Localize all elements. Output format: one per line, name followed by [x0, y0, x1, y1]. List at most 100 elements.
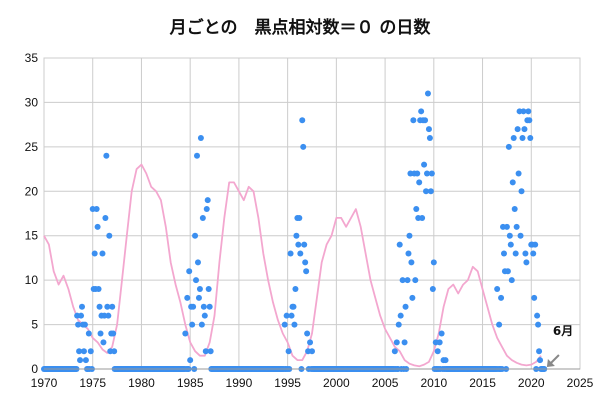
data-point — [283, 312, 290, 319]
x-tick-label: 2000 — [323, 376, 350, 390]
data-point — [293, 232, 300, 239]
data-point — [203, 206, 210, 213]
data-point — [202, 348, 209, 355]
data-point — [505, 143, 512, 150]
data-point — [416, 179, 423, 186]
annotation-label: 6月 — [553, 324, 573, 338]
data-point — [196, 286, 203, 293]
data-point — [526, 117, 533, 124]
data-point — [99, 250, 106, 257]
data-point — [77, 357, 84, 364]
data-point — [410, 117, 417, 124]
data-point — [76, 348, 83, 355]
data-point — [515, 170, 522, 177]
data-point — [301, 241, 308, 248]
data-point — [75, 321, 82, 328]
y-tick-label: 0 — [31, 362, 38, 376]
data-point — [96, 303, 103, 310]
x-tick-label: 1995 — [274, 376, 301, 390]
data-point — [412, 277, 419, 284]
smoothed-line — [43, 163, 542, 368]
data-point — [406, 232, 413, 239]
data-point — [206, 303, 213, 310]
data-point — [496, 321, 503, 328]
data-point — [307, 339, 314, 346]
data-point — [523, 259, 530, 266]
data-point — [281, 321, 288, 328]
data-point — [405, 250, 412, 257]
data-point — [531, 294, 538, 301]
data-point — [78, 312, 85, 319]
data-point — [509, 179, 516, 186]
data-point — [292, 286, 299, 293]
data-point — [428, 170, 435, 177]
data-point — [525, 108, 532, 115]
data-point — [520, 108, 527, 115]
data-point — [87, 348, 94, 355]
data-point — [498, 294, 505, 301]
data-point — [109, 303, 116, 310]
data-point — [402, 303, 409, 310]
data-point — [427, 188, 434, 195]
y-tick-label: 35 — [25, 51, 39, 65]
data-point — [391, 348, 398, 355]
y-tick-label: 5 — [31, 318, 38, 332]
data-point — [422, 117, 429, 124]
data-point — [517, 232, 524, 239]
data-point — [537, 357, 544, 364]
data-point — [408, 259, 415, 266]
data-point — [521, 126, 528, 133]
data-point — [535, 321, 542, 328]
data-point — [110, 330, 117, 337]
y-tick-label: 25 — [25, 140, 39, 154]
x-tick-label: 2005 — [372, 376, 399, 390]
data-point — [297, 250, 304, 257]
data-point — [198, 321, 205, 328]
data-point — [413, 206, 420, 213]
x-tick-label: 1985 — [177, 376, 204, 390]
y-tick-label: 15 — [25, 229, 39, 243]
data-point — [399, 277, 406, 284]
data-point — [500, 250, 507, 257]
x-tick-label: 1980 — [128, 376, 155, 390]
data-point — [184, 294, 191, 301]
data-point — [105, 312, 112, 319]
data-point — [438, 330, 445, 337]
data-point — [421, 161, 428, 168]
data-point — [182, 330, 189, 337]
data-point — [513, 223, 520, 230]
data-point — [434, 348, 441, 355]
data-point — [102, 214, 109, 221]
data-point — [304, 330, 311, 337]
data-point — [299, 117, 306, 124]
data-point — [507, 241, 514, 248]
chart-title: 月ごとの 黒点相対数＝０ の日数 — [169, 17, 432, 38]
data-point — [100, 339, 107, 346]
data-point — [504, 268, 511, 275]
x-tick-label: 1975 — [79, 376, 106, 390]
x-tick-label: 2025 — [567, 376, 594, 390]
data-point — [97, 330, 104, 337]
data-point — [518, 188, 525, 195]
data-point — [424, 90, 431, 97]
data-point — [285, 348, 292, 355]
data-point — [287, 250, 294, 257]
data-point — [430, 259, 437, 266]
data-point — [429, 286, 436, 293]
data-point — [295, 241, 302, 248]
data-point — [111, 348, 118, 355]
data-point — [290, 303, 297, 310]
data-point — [79, 303, 86, 310]
data-point — [81, 321, 88, 328]
data-point — [95, 286, 102, 293]
data-point — [396, 241, 403, 248]
data-point — [205, 286, 212, 293]
y-tick-label: 30 — [25, 95, 39, 109]
annotation-layer: 6月 — [546, 324, 573, 367]
data-point — [527, 134, 534, 141]
data-point — [503, 223, 510, 230]
data-point — [192, 232, 199, 239]
data-point — [414, 170, 421, 177]
